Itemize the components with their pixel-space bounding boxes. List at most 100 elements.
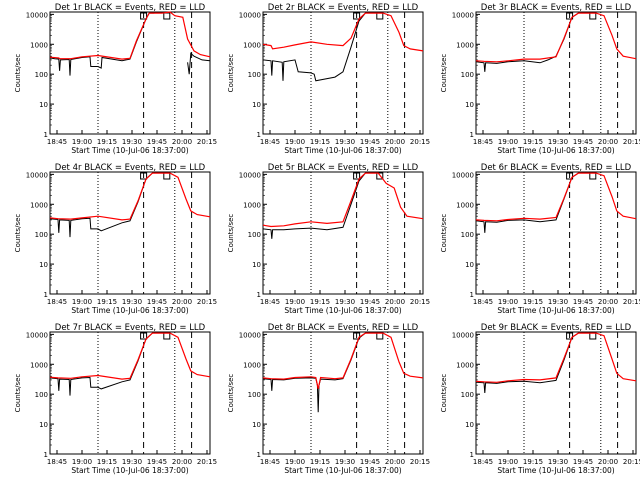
x-tick-label: 18:45	[473, 298, 493, 306]
y-tick-label: 10000	[452, 11, 474, 19]
y-tick-label: 10	[39, 421, 48, 429]
plot-frame	[475, 331, 637, 455]
y-tick-label: 1000	[243, 41, 261, 49]
x-tick-label: 19:30	[122, 138, 142, 146]
events-series-line	[49, 332, 153, 396]
lld-series-line	[49, 332, 211, 380]
x-tick-label: 19:45	[573, 458, 593, 466]
y-tick-label: 10	[252, 261, 261, 269]
x-tick-label: 20:15	[623, 138, 640, 146]
y-tick-label: 100	[248, 391, 261, 399]
x-tick-label: 20:00	[385, 298, 405, 306]
panel-4: Det 4r BLACK = Events, RED = LLD 1 10 100 10…	[14, 163, 217, 315]
y-axis-label: Counts/sec	[227, 214, 235, 253]
events-series-line	[262, 12, 366, 82]
y-tick-label: 1000	[456, 201, 474, 209]
x-tick-label: 19:15	[97, 138, 117, 146]
y-tick-label: 1000	[456, 361, 474, 369]
x-tick-label: 18:45	[260, 458, 280, 466]
x-tick-label: 18:45	[473, 458, 493, 466]
marker-box	[566, 332, 574, 340]
x-tick-label: 19:00	[285, 138, 305, 146]
y-axis-label: Counts/sec	[14, 54, 22, 93]
x-tick-label: 19:15	[310, 458, 330, 466]
y-tick-label: 1	[470, 451, 474, 459]
x-tick-label: 19:00	[498, 138, 518, 146]
marker-box	[353, 12, 361, 20]
x-tick-label: 19:45	[573, 298, 593, 306]
x-tick-label: 19:45	[573, 138, 593, 146]
y-tick-label: 10000	[239, 331, 261, 339]
y-tick-label: 1000	[456, 41, 474, 49]
panel-title: Det 1r BLACK = Events, RED = LLD	[55, 3, 206, 13]
lld-series-line	[475, 172, 637, 222]
marker-box	[140, 332, 148, 340]
x-tick-label: 20:15	[623, 298, 640, 306]
x-tick-label: 19:30	[548, 138, 568, 146]
plot-frame	[262, 331, 424, 455]
panel-title: Det 8r BLACK = Events, RED = LLD	[268, 323, 419, 333]
y-tick-label: 100	[248, 71, 261, 79]
y-tick-label: 1	[44, 131, 48, 139]
events-series-line	[475, 172, 579, 233]
x-tick-label: 20:15	[410, 458, 430, 466]
lld-series-line	[262, 172, 424, 228]
x-axis-label: Start Time (10-Jul-06 18:37:00)	[284, 306, 401, 315]
y-tick-label: 100	[35, 71, 48, 79]
events-series-line	[475, 332, 579, 393]
panel-title: Det 7r BLACK = Events, RED = LLD	[55, 323, 206, 333]
marker-box	[589, 332, 597, 340]
x-tick-label: 20:15	[410, 298, 430, 306]
y-tick-label: 10000	[239, 11, 261, 19]
x-tick-label: 18:45	[47, 458, 67, 466]
x-tick-label: 19:15	[97, 458, 117, 466]
y-tick-label: 100	[248, 231, 261, 239]
x-tick-label: 19:45	[147, 458, 167, 466]
plot-frame	[475, 171, 637, 295]
x-tick-label: 20:00	[172, 458, 192, 466]
y-tick-label: 100	[461, 391, 474, 399]
lld-series-line	[49, 172, 211, 221]
x-axis-label: Start Time (10-Jul-06 18:37:00)	[284, 146, 401, 155]
panel-9: Det 9r BLACK = Events, RED = LLD 1 10 100 10…	[440, 323, 640, 475]
y-tick-label: 10	[252, 101, 261, 109]
y-tick-label: 10	[252, 421, 261, 429]
x-tick-label: 19:45	[360, 298, 380, 306]
y-tick-label: 100	[35, 391, 48, 399]
plot-frame	[262, 171, 424, 295]
marker-box	[566, 12, 574, 20]
plot-frame	[49, 331, 211, 455]
y-axis-label: Counts/sec	[227, 54, 235, 93]
panel-2: Det 2r BLACK = Events, RED = LLD 1 10 100 10…	[227, 3, 430, 155]
marker-box	[140, 12, 148, 20]
y-tick-label: 10000	[452, 331, 474, 339]
marker-box	[163, 172, 171, 180]
x-tick-label: 19:00	[285, 458, 305, 466]
y-tick-label: 10000	[239, 171, 261, 179]
y-tick-label: 10000	[452, 171, 474, 179]
y-tick-label: 1000	[243, 201, 261, 209]
x-tick-label: 20:15	[197, 138, 217, 146]
x-tick-label: 19:45	[147, 138, 167, 146]
x-tick-label: 19:45	[360, 458, 380, 466]
events-series-line	[49, 172, 153, 238]
x-tick-label: 19:15	[310, 138, 330, 146]
panel-title: Det 3r BLACK = Events, RED = LLD	[481, 3, 632, 13]
marker-box	[353, 332, 361, 340]
marker-box	[376, 332, 384, 340]
y-tick-label: 10	[39, 101, 48, 109]
x-tick-label: 19:30	[548, 298, 568, 306]
y-tick-label: 1000	[30, 361, 48, 369]
x-tick-label: 19:15	[523, 138, 543, 146]
x-tick-label: 19:45	[147, 298, 167, 306]
y-tick-label: 10	[39, 261, 48, 269]
x-tick-label: 19:00	[498, 298, 518, 306]
y-axis-label: Counts/sec	[14, 214, 22, 253]
panel-1: Det 1r BLACK = Events, RED = LLD 1 10 100 10…	[14, 3, 217, 155]
marker-box	[589, 172, 597, 180]
y-tick-label: 100	[461, 231, 474, 239]
panel-title: Det 4r BLACK = Events, RED = LLD	[55, 163, 206, 173]
y-tick-label: 1	[257, 451, 261, 459]
x-tick-label: 20:00	[598, 458, 618, 466]
